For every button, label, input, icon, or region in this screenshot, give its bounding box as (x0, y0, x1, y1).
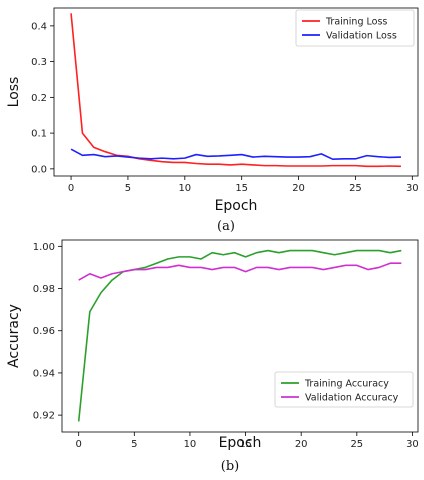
accuracy-x-tick-label: 0 (76, 439, 82, 450)
accuracy-plot-frame (61, 239, 419, 433)
loss-legend-box (295, 9, 415, 47)
loss-x-tick-label: 10 (178, 183, 191, 194)
accuracy-y-axis-label: Accuracy (6, 304, 22, 368)
loss-x-tick-label: 15 (235, 183, 248, 194)
accuracy-y-tick-label: 0.94 (33, 368, 55, 379)
loss-legend-label: Training Loss (325, 17, 387, 28)
accuracy-x-tick-label: 20 (295, 439, 308, 450)
loss-chart: 0 5 10 15 20 25 30 0.0 0.1 0.2 0.3 0.4 Epoch Loss (a) T… (6, 7, 419, 234)
accuracy-caption: (b) (221, 459, 239, 474)
accuracy-legend-label: Training Accuracy (304, 379, 389, 390)
loss-y-tick-label: 0.2 (31, 93, 47, 104)
loss-x-tick-label: 25 (349, 183, 362, 194)
accuracy-x-axis-label: Epoch (219, 435, 262, 451)
accuracy-legend-label: Validation Accuracy (305, 393, 399, 404)
accuracy-x-tick-label: 10 (184, 439, 197, 450)
accuracy-y-tick-label: 0.96 (33, 326, 55, 337)
accuracy-x-tick-label: 15 (239, 439, 252, 450)
accuracy-x-tick-label: 25 (350, 439, 363, 450)
accuracy-y-tick-label: 0.98 (33, 284, 55, 295)
accuracy-series-line-2 (78, 262, 402, 281)
accuracy-y-tick-label: 1.00 (33, 242, 55, 253)
loss-x-tick-label: 20 (292, 183, 305, 194)
loss-y-tick-label: 0.1 (31, 129, 47, 140)
loss-legend-label: Validation Loss (326, 31, 397, 42)
accuracy-y-tick-label: 0.92 (33, 411, 55, 422)
loss-x-axis-label: Epoch (215, 198, 258, 214)
accuracy-chart: 0 5 10 15 20 25 30 0.92 0.94 0.96 0.98 1.00 Epoch Acc… (6, 239, 419, 474)
loss-y-tick-label: 0.0 (31, 164, 47, 175)
loss-x-tick-label: 0 (68, 183, 74, 194)
loss-y-tick-label: 0.4 (31, 21, 47, 32)
loss-caption: (a) (217, 219, 235, 234)
accuracy-x-tick-label: 30 (406, 439, 419, 450)
loss-y-tick-label: 0.3 (31, 57, 47, 68)
loss-y-axis-label: Loss (6, 77, 22, 108)
loss-x-tick-label: 5 (125, 183, 131, 194)
accuracy-x-tick-label: 5 (131, 439, 137, 450)
accuracy-legend-box (274, 371, 414, 408)
loss-plot-frame (53, 7, 419, 177)
loss-series-line-2 (70, 148, 401, 160)
loss-x-tick-label: 30 (406, 183, 419, 194)
